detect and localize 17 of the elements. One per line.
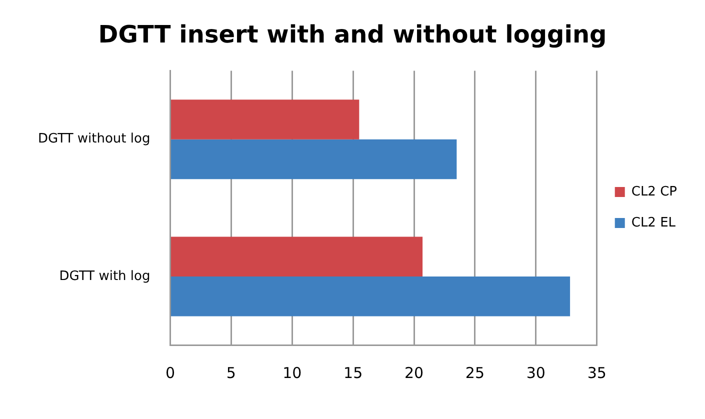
- x-tick-label: 10: [282, 364, 302, 382]
- legend-label: CL2 CP: [631, 184, 678, 200]
- bar: [170, 236, 423, 276]
- x-tick-label: 30: [526, 364, 546, 382]
- x-tick-label: 20: [404, 364, 424, 382]
- x-tick-label: 15: [344, 364, 363, 382]
- x-tick-label: 25: [465, 364, 485, 382]
- y-tick-label: DGTT without log: [38, 132, 150, 147]
- x-tick-label: 0: [165, 364, 175, 382]
- y-tick-label: DGTT with log: [59, 268, 150, 284]
- bar: [170, 100, 360, 140]
- bar: [170, 139, 457, 180]
- legend-label: CL2 EL: [631, 215, 676, 230]
- bar: [170, 276, 570, 316]
- x-tick-label: 35: [587, 364, 606, 382]
- x-tick-label: 5: [226, 364, 236, 382]
- chart-title: DGTT insert with and without logging: [98, 20, 607, 49]
